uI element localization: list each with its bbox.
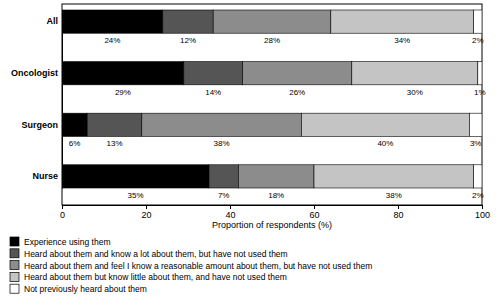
x-axis-line <box>63 206 483 210</box>
legend-label: Not previously heard about them <box>24 284 147 294</box>
bar <box>142 113 302 136</box>
bar <box>184 62 243 85</box>
legend-swatch <box>10 284 19 293</box>
bar <box>87 113 142 136</box>
x-tick-label: 100 <box>475 210 490 220</box>
x-axis-title: Proportion of respondents (%) <box>212 220 332 230</box>
bar <box>62 113 87 136</box>
legend-swatch <box>10 237 19 246</box>
x-tick-mark <box>314 205 315 209</box>
x-tick-label: 20 <box>141 210 151 220</box>
x-tick: 0 <box>60 205 65 220</box>
data-label: 12% <box>180 36 196 45</box>
legend-label: Heard about them but know little about t… <box>24 272 287 282</box>
legend-swatch <box>10 272 19 281</box>
x-axis: 0 20 40 60 80 100 <box>60 205 490 220</box>
x-tick-label: 40 <box>225 210 235 220</box>
data-label: 14% <box>205 88 221 97</box>
y-tick: Nurse <box>32 171 62 181</box>
bars <box>62 10 482 188</box>
bar <box>301 113 469 136</box>
y-tick-label: All <box>46 16 58 26</box>
x-tick: 60 <box>309 205 319 220</box>
data-label: 26% <box>289 88 305 97</box>
data-label: 38% <box>214 139 230 148</box>
bar <box>238 165 314 188</box>
data-label: 24% <box>104 36 120 45</box>
data-label: 2% <box>472 36 484 45</box>
bar <box>209 165 238 188</box>
data-label: 3% <box>470 139 482 148</box>
x-tick-label: 80 <box>393 210 403 220</box>
bar <box>213 10 331 33</box>
data-label: 35% <box>127 191 143 200</box>
bar <box>474 10 482 33</box>
x-tick: 40 <box>225 205 235 220</box>
x-tick-mark <box>146 205 147 209</box>
bar <box>331 10 474 33</box>
bar <box>474 165 482 188</box>
plot-frame <box>62 4 482 205</box>
data-label: 7% <box>218 191 230 200</box>
data-label: 34% <box>394 36 410 45</box>
data-label: 28% <box>264 36 280 45</box>
y-tick-label: Oncologist <box>11 68 58 78</box>
data-label: 13% <box>106 139 122 148</box>
legend-label: Heard about them and know a lot about th… <box>24 249 288 259</box>
bar <box>352 62 478 85</box>
bar <box>163 10 213 33</box>
y-axis: All Oncologist Surgeon Nurse <box>11 11 63 189</box>
data-label: 2% <box>472 191 484 200</box>
x-tick-mark <box>482 205 483 209</box>
x-tick: 80 <box>393 205 403 220</box>
data-labels: 24% 29% 6% 35% 12% 14% 13% 7% 28% 26% 38% 18% 34% 30%… <box>69 36 486 200</box>
legend-swatch <box>10 249 19 258</box>
legend-label: Heard about them and feel I know a reaso… <box>24 261 372 271</box>
data-label: 40% <box>377 139 393 148</box>
y-tick-label: Nurse <box>32 171 58 181</box>
y-tick: Surgeon <box>21 120 62 130</box>
x-tick-mark <box>230 205 231 209</box>
bar <box>469 113 482 136</box>
x-tick-label: 60 <box>309 210 319 220</box>
y-axis-line <box>62 11 63 189</box>
data-label: 29% <box>115 88 131 97</box>
bar <box>62 165 209 188</box>
bar <box>243 62 352 85</box>
bar <box>314 165 474 188</box>
bar <box>478 62 482 85</box>
data-label: 6% <box>69 139 81 148</box>
bar <box>62 10 163 33</box>
legend-label: Experience using them <box>24 237 110 247</box>
legend: Experience using them Heard about them an… <box>10 237 372 294</box>
x-tick-mark <box>62 205 63 209</box>
x-tick: 100 <box>475 205 490 220</box>
data-label: 38% <box>386 191 402 200</box>
data-label: 30% <box>407 88 423 97</box>
bar <box>62 62 184 85</box>
x-tick-label: 0 <box>60 210 65 220</box>
data-label: 18% <box>268 191 284 200</box>
y-tick-label: Surgeon <box>21 120 58 130</box>
data-label: 1% <box>474 88 486 97</box>
legend-swatch <box>10 261 19 270</box>
x-tick-mark <box>398 205 399 209</box>
y-tick: All <box>46 16 62 26</box>
chart: 24% 29% 6% 35% 12% 14% 13% 7% 28% 26% 38% 18% 34% 30%… <box>0 0 500 300</box>
y-tick: Oncologist <box>11 68 62 78</box>
x-tick: 20 <box>141 205 151 220</box>
